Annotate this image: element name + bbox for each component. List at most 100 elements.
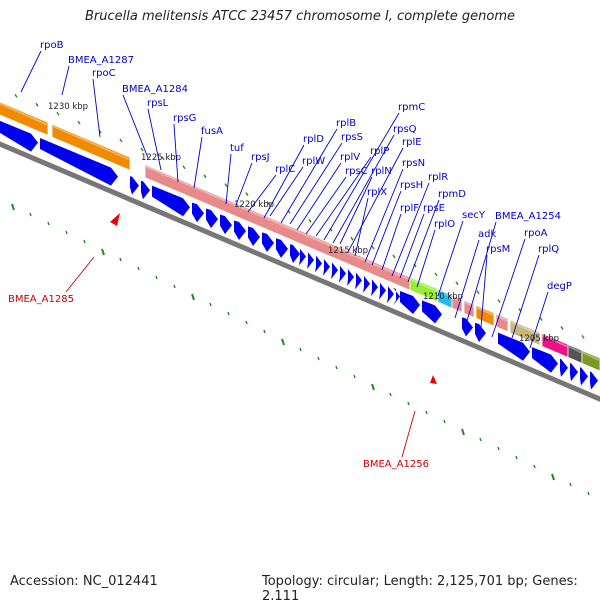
gene-label: rpsG: [173, 113, 196, 124]
gene-arrow: [141, 180, 150, 200]
leader-line: [347, 147, 404, 253]
gene-label: rpsH: [400, 180, 423, 191]
leader-line: [225, 153, 232, 205]
gene-arrow: [152, 185, 190, 217]
tick-mark: [227, 311, 230, 316]
leader-line: [364, 168, 404, 263]
leader-line: [399, 213, 425, 279]
tick-mark: [83, 239, 86, 244]
gene-label: fusA: [201, 126, 223, 137]
tick-mark: [434, 272, 438, 277]
gene-label: rpmD: [438, 189, 466, 200]
tick-mark: [14, 93, 18, 98]
gene-arrow: [299, 247, 306, 266]
tick-mark: [281, 338, 285, 346]
gene-label: rplV: [340, 152, 360, 163]
leader-line: [20, 50, 42, 93]
gene-label: secY: [462, 210, 486, 221]
leader-line: [289, 142, 343, 225]
leader-line: [480, 254, 488, 328]
leader-line: [247, 174, 277, 213]
tick-mark: [425, 410, 428, 415]
tick-mark: [35, 102, 39, 107]
gene-arrow: [355, 271, 362, 290]
leader-line: [371, 190, 402, 266]
gene-arrow: [580, 367, 588, 386]
tick-mark: [533, 464, 536, 469]
scale-label: 1205 kbp: [519, 334, 559, 344]
tick-mark: [461, 428, 465, 436]
leader-line: [315, 156, 372, 237]
gene-arrow: [248, 226, 260, 246]
leader-line: [407, 199, 440, 283]
gene-block: [475, 304, 495, 327]
leader-line: [466, 221, 497, 322]
leader-line: [401, 410, 416, 458]
gene-arrow: [363, 274, 370, 293]
gene-arrow: [590, 371, 598, 390]
tick-mark: [191, 293, 195, 301]
highlight-marker: [430, 375, 437, 384]
gene-label: rpsE: [423, 203, 445, 214]
gene-arrow: [40, 138, 118, 186]
tick-mark: [353, 374, 356, 379]
leader-line: [391, 182, 430, 277]
tick-mark: [407, 401, 410, 406]
gene-label: rplO: [434, 219, 455, 230]
gene-label: rplR: [428, 172, 448, 183]
scale-label: 1220 kbp: [234, 200, 274, 210]
gene-label: rplN: [371, 166, 392, 177]
leader-line: [193, 136, 203, 189]
gene-arrow: [290, 244, 300, 263]
tick-mark: [29, 212, 32, 217]
tick-mark: [551, 473, 555, 481]
tick-mark: [155, 275, 158, 280]
gene-arrow: [400, 291, 420, 314]
tick-mark: [77, 120, 81, 125]
leader-line: [65, 256, 95, 293]
tick-mark: [299, 347, 302, 352]
tick-mark: [245, 320, 248, 325]
gene-arrow: [560, 358, 568, 377]
gene-label: rplX: [367, 187, 387, 198]
tick-mark: [371, 245, 375, 250]
leader-line: [437, 220, 464, 297]
tick-mark: [245, 192, 249, 196]
tick-mark: [263, 329, 266, 334]
gene-arrow: [130, 176, 139, 195]
gene-arrow: [206, 208, 218, 229]
gene-label: rplW: [302, 156, 325, 167]
tick-mark: [479, 437, 482, 442]
gene-arrow: [532, 347, 558, 373]
tick-mark: [587, 491, 590, 496]
accession-text: Accession: NC_012441: [10, 574, 158, 589]
tick-mark: [101, 248, 105, 256]
leader-line: [173, 123, 179, 183]
gene-label: rplP: [370, 146, 389, 157]
gene-arrow: [315, 254, 322, 273]
tick-mark: [65, 230, 68, 235]
scale-label: 1210 kbp: [423, 292, 463, 302]
gene-label: rplD: [303, 134, 324, 145]
tick-mark: [455, 281, 459, 286]
highlight-label: BMEA_A1285: [8, 294, 74, 305]
gene-arrow: [0, 120, 38, 152]
gene-label: degP: [547, 281, 572, 292]
gene-block: [51, 123, 131, 171]
leader-line: [263, 144, 305, 219]
tick-mark: [161, 156, 165, 161]
gene-block: [451, 294, 463, 313]
backbone-line: [0, 141, 600, 402]
tick-mark: [203, 174, 207, 179]
tick-mark: [308, 218, 312, 223]
tick-mark: [515, 455, 518, 460]
tick-mark: [476, 290, 480, 295]
tick-mark: [209, 302, 212, 307]
topology-text: Topology: circular; Length: 2,125,701 bp…: [262, 574, 578, 600]
tick-mark: [560, 326, 564, 330]
tick-mark: [224, 183, 228, 188]
tick-mark: [392, 254, 396, 259]
gene-label: BMEA_A1287: [68, 55, 134, 66]
tick-mark: [266, 201, 270, 205]
